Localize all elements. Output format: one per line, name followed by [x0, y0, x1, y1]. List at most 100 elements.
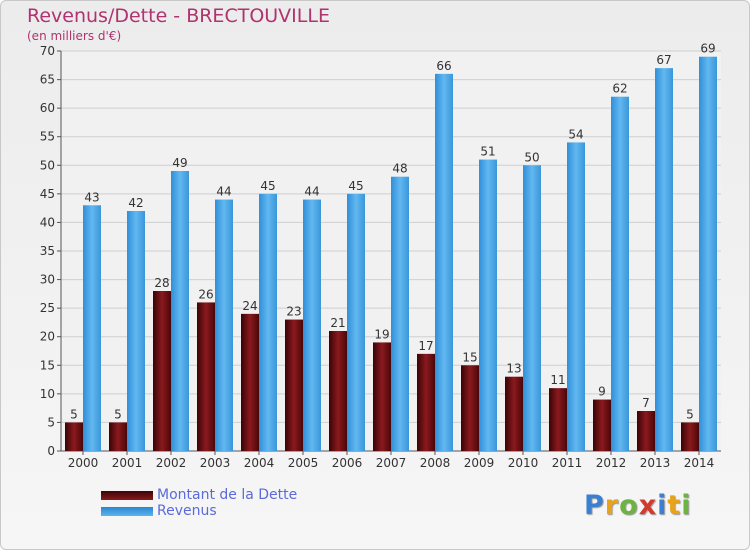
- data-label-revenus: 62: [612, 82, 627, 96]
- data-label-revenus: 45: [348, 179, 363, 193]
- data-label-dette: 5: [70, 407, 78, 421]
- bar-revenus: [303, 199, 321, 451]
- x-tick-label: 2013: [640, 456, 671, 470]
- bar-dette: [197, 302, 215, 451]
- data-label-dette: 5: [114, 407, 122, 421]
- x-tick-label: 2007: [376, 456, 407, 470]
- data-label-revenus: 51: [480, 145, 495, 159]
- y-tick-label: 35: [40, 244, 55, 258]
- data-label-revenus: 44: [216, 185, 231, 199]
- data-label-dette: 9: [598, 385, 606, 399]
- bar-dette: [637, 411, 655, 451]
- logo-letter: t: [667, 490, 682, 521]
- bar-dette: [505, 376, 523, 451]
- data-label-dette: 7: [642, 396, 650, 410]
- data-label-revenus: 43: [84, 190, 99, 204]
- y-tick-label: 30: [40, 273, 55, 287]
- x-tick-label: 2003: [200, 456, 231, 470]
- x-tick-label: 2014: [684, 456, 715, 470]
- proxiti-logo: Proxiti: [584, 490, 692, 521]
- data-label-dette: 17: [418, 339, 433, 353]
- data-label-dette: 23: [286, 305, 301, 319]
- x-tick-label: 2000: [68, 456, 99, 470]
- data-label-revenus: 54: [568, 127, 583, 141]
- data-label-revenus: 48: [392, 162, 407, 176]
- y-tick-label: 0: [47, 444, 55, 458]
- data-label-revenus: 49: [172, 156, 187, 170]
- bar-revenus: [655, 68, 673, 452]
- logo-letter: P: [584, 490, 605, 521]
- legend: Montant de la Dette Revenus: [101, 487, 297, 519]
- legend-item-revenus: Revenus: [101, 503, 297, 519]
- y-tick-label: 50: [40, 158, 55, 172]
- data-label-dette: 21: [330, 316, 345, 330]
- bar-revenus: [83, 205, 101, 451]
- bar-revenus: [567, 142, 585, 451]
- x-tick-label: 2006: [332, 456, 363, 470]
- data-label-revenus: 66: [436, 59, 451, 73]
- bar-dette: [417, 353, 435, 451]
- legend-swatch-revenus: [101, 506, 153, 516]
- logo-letter: i: [681, 490, 692, 521]
- logo-letter: r: [604, 490, 620, 521]
- x-tick-label: 2001: [112, 456, 143, 470]
- data-label-dette: 28: [154, 276, 169, 290]
- y-tick-label: 70: [40, 44, 55, 58]
- data-label-revenus: 44: [304, 185, 319, 199]
- bar-dette: [549, 388, 567, 451]
- bar-dette: [285, 319, 303, 451]
- bar-revenus: [699, 56, 717, 451]
- y-tick-label: 5: [47, 415, 55, 429]
- bar-revenus: [523, 165, 541, 452]
- logo-letter: o: [619, 490, 639, 521]
- y-tick-label: 40: [40, 215, 55, 229]
- y-tick-label: 55: [40, 130, 55, 144]
- data-label-dette: 13: [506, 362, 521, 376]
- data-label-dette: 5: [686, 407, 694, 421]
- y-tick-label: 20: [40, 330, 55, 344]
- y-tick-label: 25: [40, 301, 55, 315]
- bar-revenus: [215, 199, 233, 451]
- bar-dette: [681, 422, 699, 451]
- bar-revenus: [347, 193, 365, 451]
- x-tick-label: 2002: [156, 456, 187, 470]
- data-label-dette: 19: [374, 327, 389, 341]
- legend-label-revenus: Revenus: [157, 503, 217, 519]
- bar-revenus: [171, 171, 189, 451]
- bar-dette: [461, 365, 479, 451]
- bar-dette: [241, 313, 259, 451]
- data-label-revenus: 42: [128, 196, 143, 210]
- x-tick-label: 2010: [508, 456, 539, 470]
- bar-dette: [329, 331, 347, 451]
- bar-revenus: [127, 211, 145, 451]
- bar-dette: [65, 422, 83, 451]
- data-label-dette: 24: [242, 299, 257, 313]
- bar-dette: [373, 342, 391, 451]
- bar-revenus: [259, 193, 277, 451]
- x-tick-label: 2005: [288, 456, 319, 470]
- legend-swatch-dette: [101, 490, 153, 500]
- x-tick-label: 2012: [596, 456, 627, 470]
- legend-item-dette: Montant de la Dette: [101, 487, 297, 503]
- data-label-revenus: 67: [656, 53, 671, 67]
- bar-revenus: [391, 176, 409, 451]
- data-label-dette: 26: [198, 287, 213, 301]
- data-label-dette: 15: [462, 350, 477, 364]
- x-tick-label: 2004: [244, 456, 275, 470]
- bar-dette: [109, 422, 127, 451]
- data-label-revenus: 50: [524, 150, 539, 164]
- x-tick-label: 2011: [552, 456, 583, 470]
- y-tick-label: 65: [40, 73, 55, 87]
- legend-label-dette: Montant de la Dette: [157, 487, 298, 503]
- data-label-revenus: 45: [260, 179, 275, 193]
- data-label-dette: 11: [550, 373, 565, 387]
- y-tick-label: 60: [40, 101, 55, 115]
- bar-dette: [153, 291, 171, 451]
- data-label-revenus: 69: [700, 42, 715, 56]
- y-tick-label: 15: [40, 358, 55, 372]
- logo-letter: i: [657, 490, 668, 521]
- x-tick-label: 2009: [464, 456, 495, 470]
- y-tick-label: 45: [40, 187, 55, 201]
